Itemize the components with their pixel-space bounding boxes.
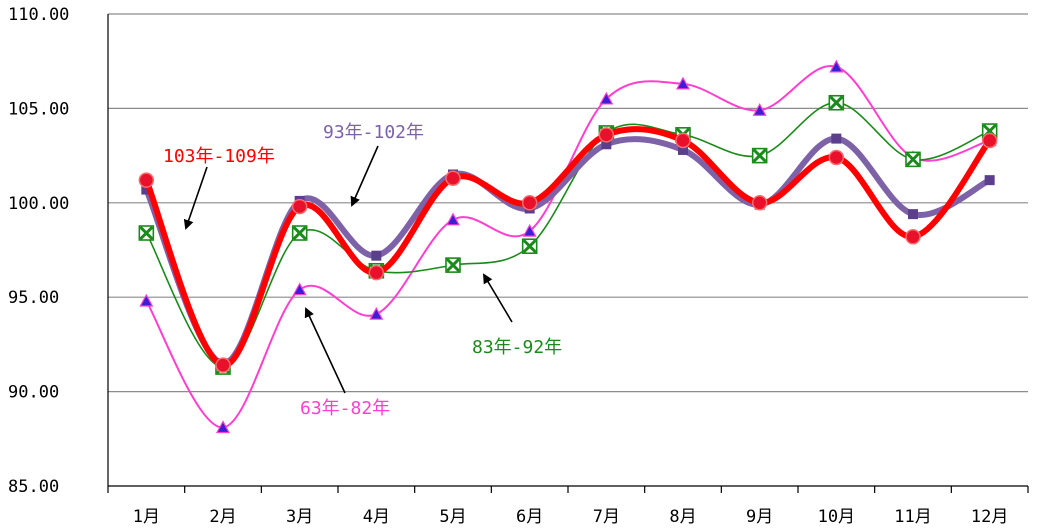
data-point xyxy=(981,132,998,149)
x-tick-label: 6月 xyxy=(516,507,543,527)
series-layer xyxy=(138,59,998,434)
data-point xyxy=(752,103,767,116)
x-tick-label: 1月 xyxy=(133,507,160,527)
data-point xyxy=(751,195,768,211)
axes xyxy=(107,14,1029,493)
data-point xyxy=(751,147,768,164)
x-tick-label: 2月 xyxy=(209,507,236,527)
x-tick-label: 9月 xyxy=(746,507,773,527)
data-point xyxy=(369,306,384,320)
data-point xyxy=(829,59,844,73)
data-point xyxy=(599,91,614,105)
data-point xyxy=(292,282,307,296)
data-point xyxy=(828,149,845,166)
data-point xyxy=(371,250,382,261)
y-tick-label: 110.00 xyxy=(8,5,69,25)
annotations: 103年-109年 93年-102年 83年-92年 63年-82年 xyxy=(163,122,562,419)
y-tick-label: 85.00 xyxy=(8,477,59,497)
data-point xyxy=(521,238,538,255)
data-point xyxy=(675,132,691,149)
series-0 xyxy=(139,59,997,434)
x-tick-label: 3月 xyxy=(286,507,313,527)
x-tick-label: 7月 xyxy=(593,507,620,527)
annotation-arrow-93-102 xyxy=(350,145,379,207)
y-tick-label: 95.00 xyxy=(8,288,59,308)
data-point xyxy=(905,151,921,168)
annotation-93-102: 93年-102年 xyxy=(323,122,424,143)
data-point xyxy=(445,257,461,273)
data-point xyxy=(215,420,231,434)
series-1 xyxy=(138,94,998,375)
data-point xyxy=(291,225,308,241)
data-point xyxy=(445,170,461,187)
x-tick-label: 5月 xyxy=(439,507,466,527)
x-tick-label: 11月 xyxy=(894,507,931,527)
y-tick-label: 105.00 xyxy=(8,99,69,119)
data-point xyxy=(828,94,845,111)
annotation-103-109: 103年-109年 xyxy=(163,146,275,167)
data-point xyxy=(905,229,921,245)
data-point xyxy=(368,264,385,281)
x-tick-labels: 1月 2月 3月 4月 5月 6月 7月 8月 9月 10月 11月 12月 xyxy=(133,507,1009,527)
data-point xyxy=(601,139,612,150)
data-point xyxy=(291,198,308,215)
data-point xyxy=(598,127,615,143)
data-point xyxy=(139,293,154,307)
data-point xyxy=(141,184,152,195)
y-tick-label: 100.00 xyxy=(8,194,69,214)
data-point xyxy=(831,133,842,144)
series-3 xyxy=(138,126,998,373)
annotation-63-82: 63年-82年 xyxy=(300,398,390,419)
annotation-arrow-83-92 xyxy=(482,273,513,323)
data-point xyxy=(678,144,688,155)
x-tick-label: 10月 xyxy=(818,507,855,527)
y-tick-labels: 85.00 90.00 95.00 100.00 105.00 110.00 xyxy=(8,5,69,497)
data-point xyxy=(138,172,155,188)
annotation-arrow-63-82 xyxy=(304,307,346,394)
annotation-arrow-103-109 xyxy=(183,166,208,230)
y-tick-label: 90.00 xyxy=(8,383,59,403)
data-point xyxy=(215,357,231,373)
x-tick-label: 12月 xyxy=(971,507,1008,527)
series-line xyxy=(145,101,991,368)
data-point xyxy=(522,223,537,237)
data-point xyxy=(984,175,995,186)
data-point xyxy=(138,225,155,241)
x-tick-label: 8月 xyxy=(669,507,696,527)
annotation-83-92: 83年-92年 xyxy=(472,337,562,358)
x-tick-label: 4月 xyxy=(363,507,390,527)
data-point xyxy=(908,209,918,220)
data-point xyxy=(675,76,691,90)
data-point xyxy=(521,195,538,211)
data-point xyxy=(445,212,461,226)
